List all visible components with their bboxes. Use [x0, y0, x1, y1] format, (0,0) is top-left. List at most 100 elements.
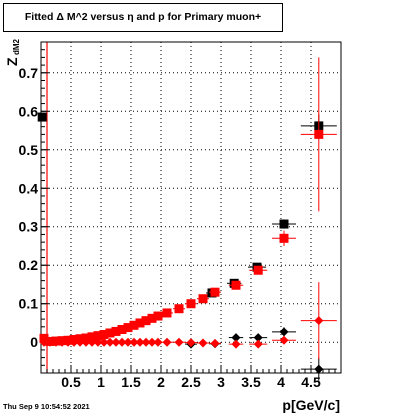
axes: 0.5 1 1.5 2 2.5 3 3.5 4 4.5 0 0.1 0.2 0.3 0.4 0.5 0.6 0.… — [19, 49, 342, 390]
diamond-marker — [135, 337, 145, 347]
data-point — [173, 337, 185, 347]
data-point — [197, 338, 209, 348]
x-tick-label: 3 — [217, 374, 225, 390]
diamond-marker — [174, 337, 184, 347]
diamond-marker — [279, 335, 289, 345]
diamond-marker — [162, 337, 172, 347]
diamond-marker — [147, 337, 157, 347]
diamond-marker — [87, 337, 97, 347]
y-axis-label: Z — [4, 57, 20, 66]
y-tick-label: 0.1 — [19, 296, 39, 312]
x-tick-label: 4 — [277, 374, 285, 390]
square-marker — [253, 265, 263, 275]
square-marker — [99, 330, 109, 340]
square-marker — [141, 316, 151, 326]
square-marker — [147, 313, 157, 323]
data-point — [272, 327, 296, 337]
diamond-marker — [314, 364, 324, 374]
data-point — [249, 339, 268, 349]
y-tick-label: 0 — [30, 334, 38, 350]
square-marker — [231, 280, 241, 290]
footer-date: Thu Sep 9 10:54:52 2021 — [3, 402, 90, 411]
x-tick-label: 2.5 — [181, 374, 201, 390]
square-marker — [279, 233, 289, 243]
diamond-marker — [210, 338, 220, 348]
square-marker — [162, 308, 172, 318]
diamond-marker — [117, 337, 127, 347]
data-point — [228, 339, 244, 349]
diamond-marker — [253, 339, 263, 349]
diamond-marker — [153, 337, 163, 347]
diamond-marker — [231, 333, 241, 343]
diamond-marker — [81, 337, 91, 347]
square-marker — [153, 311, 163, 321]
diamond-marker — [141, 337, 151, 347]
diamond-marker — [314, 316, 324, 326]
data-point — [249, 333, 268, 343]
data-point — [272, 230, 296, 246]
data-point — [272, 335, 296, 345]
square-marker — [135, 318, 145, 328]
diamond-marker — [129, 337, 139, 347]
chart-title: Fitted Δ M^2 versus η and p for Primary … — [3, 3, 283, 32]
square-marker — [111, 326, 121, 336]
x-tick-label: 0.5 — [61, 374, 81, 390]
data-point — [300, 357, 337, 381]
data-point — [37, 112, 47, 122]
diamond-marker — [253, 333, 263, 343]
diamond-marker — [111, 337, 121, 347]
x-tick-label: 3.5 — [241, 374, 261, 390]
square-marker — [37, 112, 47, 122]
square-marker — [198, 294, 208, 304]
square-marker — [105, 328, 115, 338]
data-point — [249, 265, 268, 275]
diamond-marker — [105, 337, 115, 347]
diamond-marker — [279, 327, 289, 337]
diamond-marker — [99, 337, 109, 347]
data-point — [197, 294, 209, 304]
data-point — [153, 311, 163, 321]
square-marker — [93, 331, 103, 341]
y-tick-label: 0.3 — [19, 219, 39, 235]
data-point — [185, 338, 197, 348]
y-axis-label-sub: dM2 — [12, 38, 21, 55]
data-point — [300, 282, 337, 360]
data-point — [185, 299, 197, 309]
data-point — [57, 337, 67, 347]
diamond-marker — [93, 337, 103, 347]
square-marker — [279, 219, 289, 229]
diamond-marker — [75, 337, 85, 347]
data-point — [228, 333, 244, 343]
diamond-marker — [231, 339, 241, 349]
square-marker — [186, 299, 196, 309]
square-marker — [117, 325, 127, 335]
square-marker — [174, 304, 184, 314]
square-marker — [87, 332, 97, 342]
square-marker — [314, 129, 324, 139]
diamond-marker — [57, 337, 67, 347]
x-tick-label: 1 — [97, 374, 105, 390]
data-point — [209, 338, 221, 348]
diamond-marker — [198, 338, 208, 348]
y-tick-label: 0.4 — [19, 180, 39, 196]
data-point — [300, 57, 337, 212]
data-point — [272, 219, 296, 229]
data-point — [161, 337, 173, 347]
grid — [41, 42, 341, 373]
plot-frame — [40, 41, 342, 374]
data-point — [209, 287, 221, 297]
x-tick-label: 2 — [157, 374, 165, 390]
diamond-marker — [69, 337, 79, 347]
data-point — [173, 304, 185, 314]
diamond-marker — [51, 337, 61, 347]
diamond-marker — [186, 338, 196, 348]
x-axis-label: p[GeV/c] — [282, 397, 340, 413]
square-marker — [129, 320, 139, 330]
diamond-marker — [39, 337, 49, 347]
diamond-marker — [123, 337, 133, 347]
y-tick-label: 0.2 — [19, 257, 39, 273]
data-point — [153, 337, 163, 347]
data-point — [87, 337, 97, 347]
data-point — [99, 337, 109, 347]
